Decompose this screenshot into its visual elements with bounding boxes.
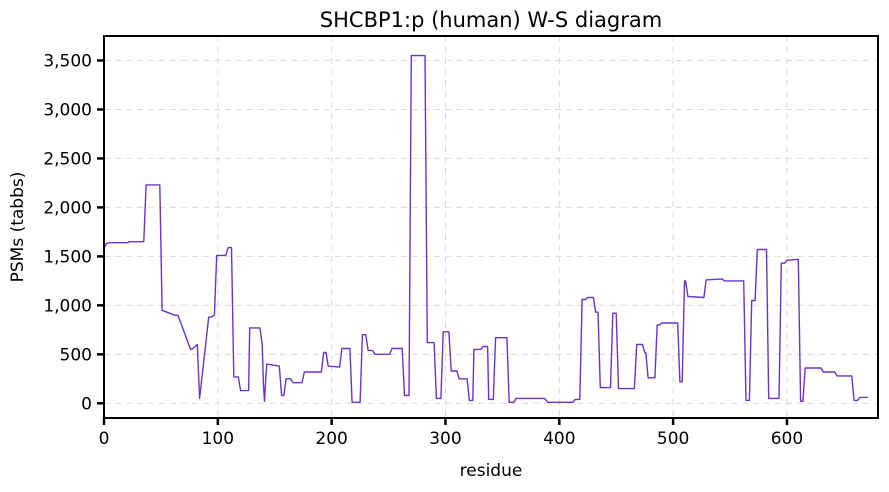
y-tick-label: 1,500 bbox=[43, 247, 92, 267]
x-tick-label: 300 bbox=[429, 429, 461, 449]
y-tick-label: 1,000 bbox=[43, 296, 92, 316]
x-tick-label: 500 bbox=[657, 429, 689, 449]
x-tick-label: 0 bbox=[99, 429, 110, 449]
y-tick-label: 0 bbox=[81, 394, 92, 414]
plot-frame bbox=[103, 35, 879, 419]
x-tick-label: 400 bbox=[543, 429, 575, 449]
y-tick-label: 3,000 bbox=[43, 100, 92, 120]
series-layer bbox=[104, 54, 868, 403]
x-tick-label: 100 bbox=[202, 429, 234, 449]
y-tick-label: 2,500 bbox=[43, 149, 92, 169]
x-axis-label: residue bbox=[460, 461, 523, 481]
y-tick-label: 2,000 bbox=[43, 198, 92, 218]
x-tick-label: 200 bbox=[315, 429, 347, 449]
psm-series-line bbox=[104, 54, 868, 403]
chart-title: SHCBP1:p (human) W-S diagram bbox=[320, 8, 662, 32]
gridlines bbox=[103, 36, 878, 418]
y-axis-label: PSMs (tabbs) bbox=[8, 172, 28, 283]
y-tick-label: 3,500 bbox=[43, 51, 92, 71]
axis-ticks: 0 100 200 300 400 500 600 0 500 1,000 1,500 2,000 2,… bbox=[43, 51, 803, 449]
x-tick-label: 600 bbox=[771, 429, 803, 449]
y-tick-label: 500 bbox=[60, 345, 92, 365]
